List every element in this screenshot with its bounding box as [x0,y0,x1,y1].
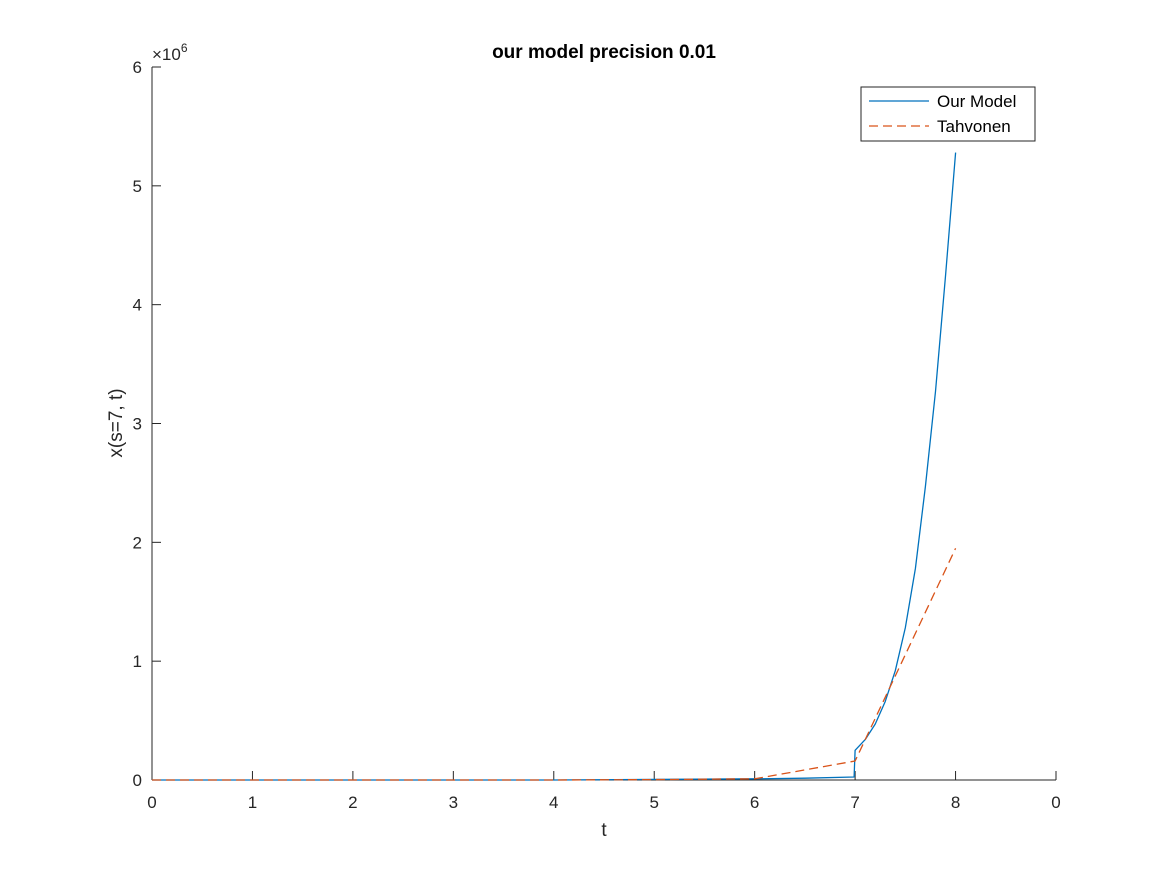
y-exponent-power: 6 [181,41,188,55]
y-tick-label: 6 [133,58,142,77]
legend-label-our-model: Our Model [937,92,1016,111]
x-tick-label: 6 [750,793,759,812]
y-tick-label: 4 [133,296,142,315]
x-tick-label: 2 [348,793,357,812]
y-ticks: 0 1 2 3 4 5 6 [133,58,161,790]
x-tick-label: 5 [649,793,658,812]
y-exponent-label: ×106 [152,41,188,64]
y-tick-label: 0 [133,771,142,790]
x-tick-label: 4 [549,793,558,812]
x-tick-label: 3 [449,793,458,812]
legend: Our Model Tahvonen [860,86,1036,142]
series-line-tahvonen [152,548,957,781]
y-tick-label: 3 [133,415,142,434]
y-tick-label: 5 [133,177,142,196]
x-tick-label: 7 [850,793,859,812]
y-tick-label: 2 [133,533,142,552]
legend-label-tahvonen: Tahvonen [937,117,1011,136]
y-axis-label: x(s=7, t) [106,388,127,457]
legend-box [860,86,1036,142]
x-axis-label: t [601,820,607,841]
series-layer [152,152,957,781]
chart-title: our model precision 0.01 [492,42,716,63]
x-tick-label: 0 [147,793,156,812]
y-tick-label: 1 [133,652,142,671]
series-line-our-model [152,152,957,781]
x-ticks: 0 1 2 3 4 5 6 7 8 0 [147,771,1061,812]
x-tick-label: 1 [248,793,257,812]
plot-axes [151,67,1056,781]
x-tick-label: 8 [951,793,960,812]
y-exponent-base: ×10 [152,45,181,64]
x-tick-label: 0 [1051,793,1060,812]
